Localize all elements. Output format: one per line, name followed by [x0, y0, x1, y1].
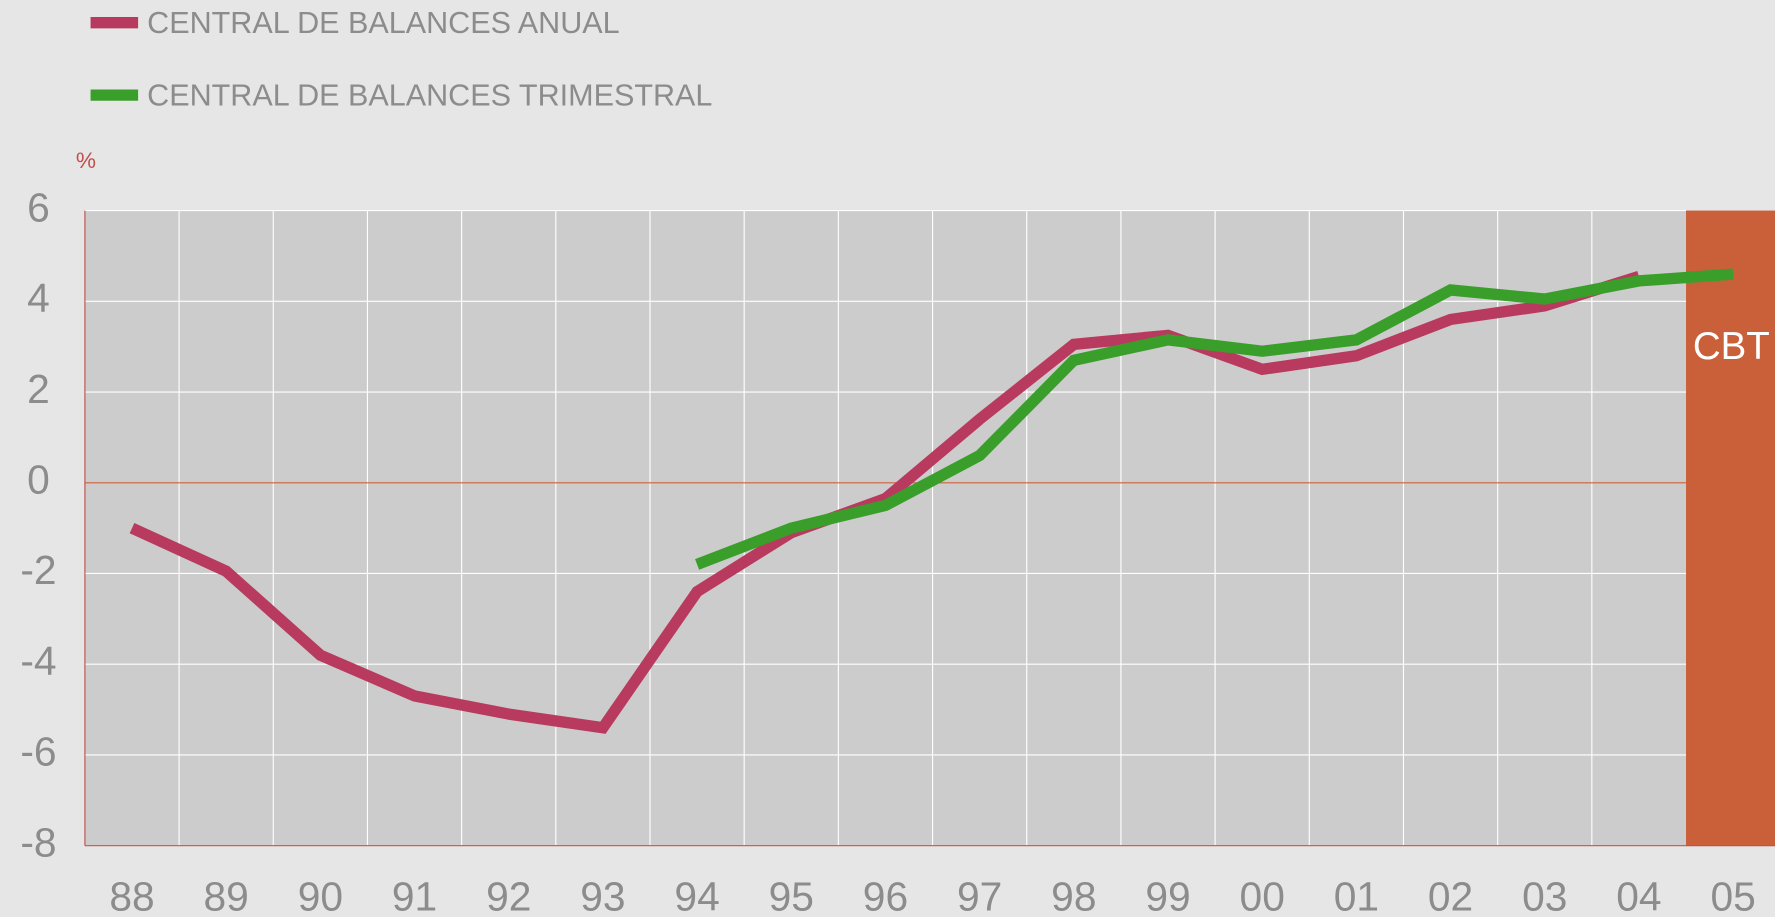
x-tick-label: 91	[392, 874, 437, 917]
x-tick-label: 94	[674, 874, 719, 917]
series-line	[129, 270, 1641, 734]
x-tick-label: 89	[204, 874, 249, 917]
x-tick-label: 05	[1710, 874, 1755, 917]
y-tick-label: 4	[27, 275, 50, 321]
y-tick-label: 2	[27, 366, 50, 412]
y-unit: %	[76, 148, 96, 173]
y-tick-label: -8	[20, 819, 56, 865]
x-tick-label: 97	[957, 874, 1002, 917]
y-tick-label: 0	[27, 457, 50, 503]
x-tick-label: 90	[298, 874, 343, 917]
x-tick-label: 96	[863, 874, 908, 917]
legend-label: CENTRAL DE BALANCES ANUAL	[147, 6, 620, 40]
legend-label: CENTRAL DE BALANCES TRIMESTRAL	[147, 78, 712, 112]
y-tick-label: -6	[20, 729, 56, 775]
highlight-label: CBT	[1693, 325, 1770, 368]
x-tick-label: 00	[1240, 874, 1285, 917]
x-tick-label: 03	[1522, 874, 1567, 917]
x-tick-label: 98	[1051, 874, 1096, 917]
x-tick-label: 04	[1616, 874, 1661, 917]
x-tick-label: 99	[1145, 874, 1190, 917]
y-tick-label: -4	[20, 638, 56, 684]
x-tick-label: 88	[109, 874, 154, 917]
y-tick-label: 6	[27, 184, 50, 230]
x-tick-label: 95	[769, 874, 814, 917]
series-line	[695, 268, 1734, 570]
x-tick-label: 01	[1334, 874, 1379, 917]
x-tick-label: 02	[1428, 874, 1473, 917]
x-tick-label: 93	[580, 874, 625, 917]
y-tick-label: -2	[20, 547, 56, 593]
highlight-band	[1686, 210, 1775, 846]
x-tick-label: 92	[486, 874, 531, 917]
